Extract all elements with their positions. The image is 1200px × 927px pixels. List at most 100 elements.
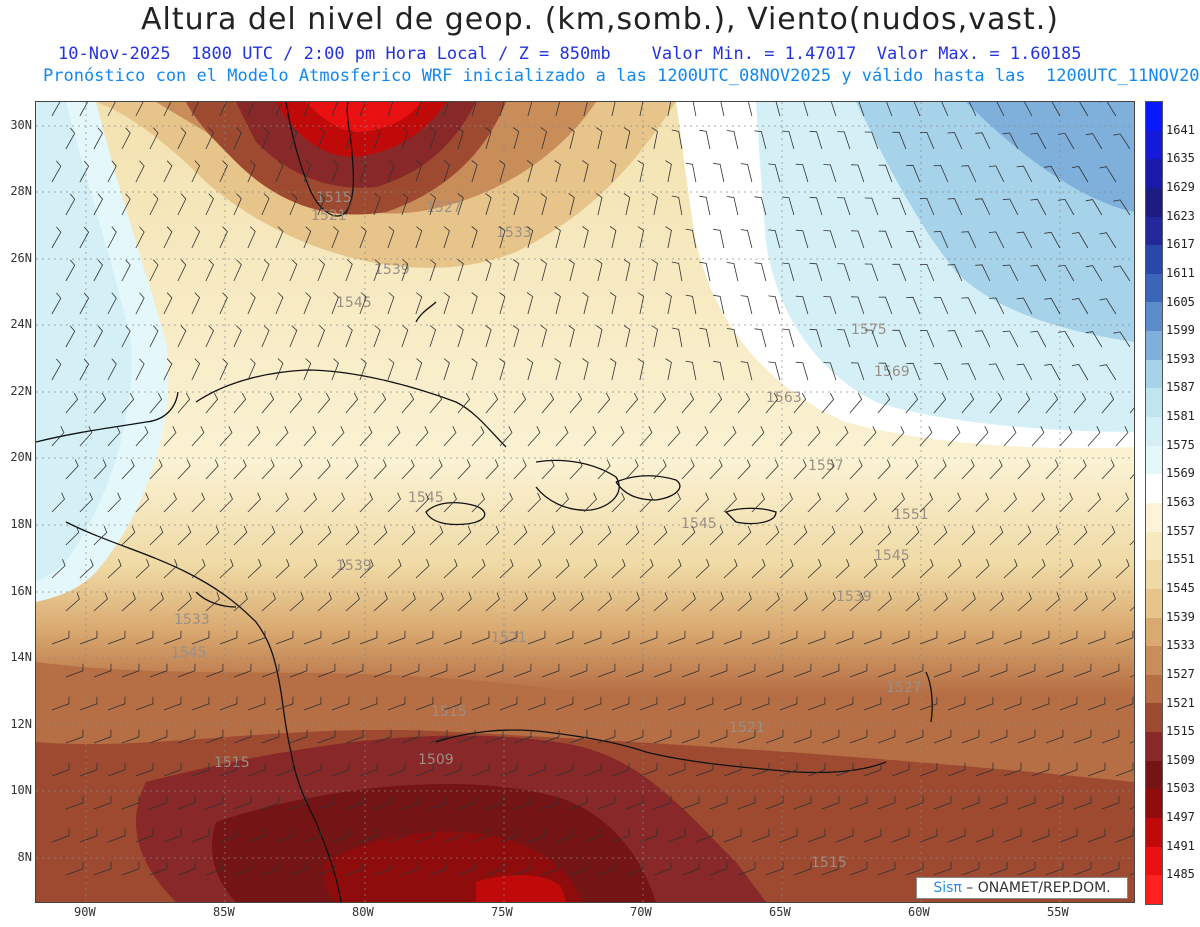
color-scale-swatch [1146,502,1162,532]
wind-barb [107,630,126,645]
wind-barb [821,729,840,744]
wind-barb [443,292,450,315]
wind-barb [713,360,725,381]
wind-barb [905,459,919,480]
wind-barb [135,492,149,513]
wind-barb [317,525,332,546]
wind-barb [665,358,672,381]
wind-barb [527,630,546,645]
wind-barb [905,392,919,414]
wind-barb [849,861,868,876]
color-scale-swatch [1146,359,1162,389]
wind-barb [1099,298,1117,315]
wind-barb [568,325,575,348]
wind-barb [637,292,645,315]
wind-barb [261,325,270,348]
wind-barb [499,292,506,315]
wind-barb [905,592,920,612]
wind-barb [1087,630,1106,645]
color-scale-label: 1557 [1166,523,1195,538]
wind-barb [667,492,681,513]
wind-barb [345,325,353,348]
wind-barb [387,696,406,711]
color-scale-swatch [1146,760,1162,790]
wind-barb [768,163,781,183]
wind-barb [191,762,210,777]
wind-barb [429,525,444,546]
wind-barb [1059,426,1073,447]
wind-barb [823,164,837,183]
wind-barb [247,828,266,843]
wind-barb [387,160,395,183]
wind-barb [51,630,70,645]
wind-barb [1003,828,1022,843]
wind-barb [569,861,588,876]
wind-barb [512,127,520,150]
wind-barb [65,392,79,414]
contour-label: 1515 [316,190,352,206]
wind-barb [1003,762,1022,777]
wind-barb [878,164,893,183]
wind-barb [1085,199,1103,216]
wind-barb [1030,198,1047,216]
lat-label: 16N [10,584,32,598]
wind-barb [583,559,598,579]
wind-barb [1003,630,1022,645]
wind-barb [864,263,879,282]
wind-barb [135,696,154,711]
wind-barb [107,102,116,117]
wind-barb [665,160,672,183]
wind-barb [849,795,868,810]
wind-barb [665,226,672,249]
wind-barb [713,294,725,315]
color-scale-swatch [1146,732,1162,761]
wind-barb [793,729,812,744]
wind-barb [1051,102,1061,117]
wind-barb [569,459,583,480]
wind-barb [779,630,798,645]
wind-barb [163,226,173,249]
wind-barb [415,630,434,645]
wind-barb [1017,729,1036,744]
wind-barb [345,729,364,744]
wind-barb [373,127,381,150]
wind-barb [513,392,527,414]
wind-barb [933,663,952,678]
wind-barb [233,325,242,348]
wind-barb [713,228,725,249]
wind-barb [1045,729,1064,744]
wind-barb [457,459,471,480]
wind-barb [779,559,794,579]
wind-barb [275,426,289,447]
wind-barb [415,358,423,381]
wind-barb [1002,330,1019,348]
wind-barb [597,795,616,810]
wind-barb [163,492,177,513]
wind-barb [219,160,228,183]
wind-barb [1045,392,1059,414]
wind-barb [639,102,644,117]
wind-barb [1030,132,1047,150]
wind-barb [947,762,966,777]
wind-barb [554,358,561,381]
wind-barb [947,330,963,348]
wind-barb [65,861,84,876]
wind-barb [723,696,742,711]
wind-barb [499,358,506,381]
wind-barb [919,559,934,579]
wind-barb [51,226,62,249]
wind-barb [933,165,949,183]
wind-barb [961,165,977,183]
wind-barb [163,358,173,381]
contour-label: 1533 [174,612,210,628]
color-scale-label: 1599 [1166,323,1195,338]
wind-barb [499,492,513,513]
wind-barb [723,630,742,645]
wind-barb [850,164,865,183]
wind-barb [345,592,360,612]
wind-barb [303,696,322,711]
wind-barb [121,861,140,876]
wind-barb [261,592,276,612]
wind-barb [961,861,980,876]
wind-barb [387,358,395,381]
